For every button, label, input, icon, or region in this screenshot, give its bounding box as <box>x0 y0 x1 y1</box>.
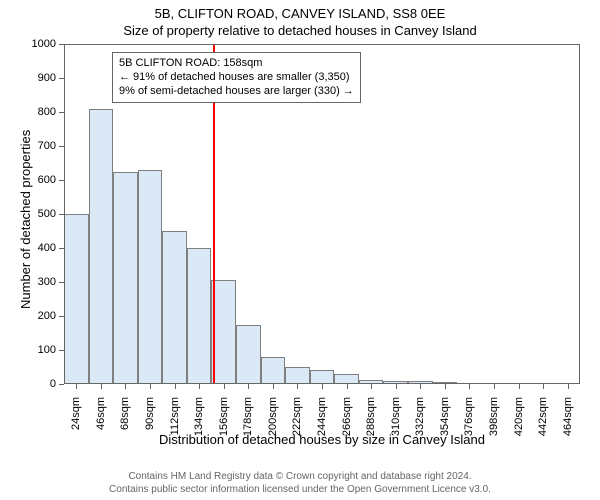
chart-title-line2: Size of property relative to detached ho… <box>0 23 600 38</box>
x-tick-mark <box>568 384 569 389</box>
x-tick-mark <box>76 384 77 389</box>
y-tick-label: 800 <box>38 106 56 118</box>
x-tick-mark <box>199 384 200 389</box>
x-tick-mark <box>445 384 446 389</box>
chart-frame: { "chart": { "type": "histogram", "title… <box>0 0 600 500</box>
y-tick-label: 1000 <box>32 38 56 50</box>
y-tick-mark <box>59 44 64 45</box>
y-tick-label: 600 <box>38 174 56 186</box>
x-tick-mark <box>543 384 544 389</box>
x-tick-mark <box>150 384 151 389</box>
x-tick-mark <box>101 384 102 389</box>
y-tick-mark <box>59 350 64 351</box>
attribution-line-2: Contains public sector information licen… <box>0 484 600 497</box>
attribution: Contains HM Land Registry data © Crown c… <box>0 471 600 496</box>
x-tick-mark <box>347 384 348 389</box>
x-tick-mark <box>125 384 126 389</box>
x-tick-mark <box>396 384 397 389</box>
y-tick-mark <box>59 112 64 113</box>
x-tick-mark <box>420 384 421 389</box>
x-tick-mark <box>175 384 176 389</box>
y-tick-mark <box>59 316 64 317</box>
x-tick-mark <box>494 384 495 389</box>
y-tick-mark <box>59 384 64 385</box>
y-tick-label: 100 <box>38 344 56 356</box>
y-tick-label: 900 <box>38 72 56 84</box>
y-tick-label: 0 <box>50 378 56 390</box>
x-tick-mark <box>371 384 372 389</box>
plot-border <box>64 44 580 384</box>
y-tick-mark <box>59 282 64 283</box>
y-tick-label: 200 <box>38 310 56 322</box>
x-tick-mark <box>224 384 225 389</box>
chart-title-line1: 5B, CLIFTON ROAD, CANVEY ISLAND, SS8 0EE <box>0 6 600 21</box>
y-tick-label: 500 <box>38 208 56 220</box>
y-tick-label: 400 <box>38 242 56 254</box>
y-tick-mark <box>59 146 64 147</box>
x-tick-mark <box>519 384 520 389</box>
attribution-line-1: Contains HM Land Registry data © Crown c… <box>0 471 600 484</box>
y-tick-mark <box>59 180 64 181</box>
y-axis-label: Number of detached properties <box>18 130 33 309</box>
y-tick-mark <box>59 214 64 215</box>
y-tick-mark <box>59 248 64 249</box>
y-tick-label: 300 <box>38 276 56 288</box>
x-axis-label: Distribution of detached houses by size … <box>64 432 580 447</box>
y-tick-mark <box>59 78 64 79</box>
x-tick-mark <box>248 384 249 389</box>
y-tick-label: 700 <box>38 140 56 152</box>
x-tick-mark <box>297 384 298 389</box>
x-tick-mark <box>273 384 274 389</box>
x-tick-mark <box>469 384 470 389</box>
plot-area: 5B CLIFTON ROAD: 158sqm ← 91% of detache… <box>64 44 580 384</box>
x-tick-mark <box>322 384 323 389</box>
